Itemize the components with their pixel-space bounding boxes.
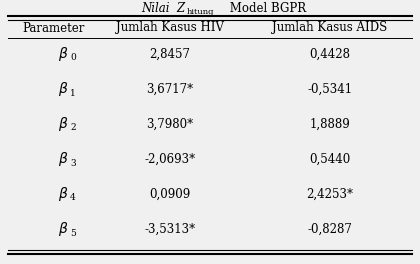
Text: 1: 1 (70, 88, 76, 97)
Text: 1,8889: 1,8889 (310, 117, 350, 130)
Text: 4: 4 (70, 194, 76, 202)
Text: 3,7980*: 3,7980* (147, 117, 194, 130)
Text: $\beta$: $\beta$ (58, 115, 68, 133)
Text: -0,8287: -0,8287 (307, 223, 352, 235)
Text: -2,0693*: -2,0693* (144, 153, 196, 166)
Text: -0,5341: -0,5341 (307, 82, 352, 96)
Text: 0,0909: 0,0909 (150, 187, 191, 200)
Text: $\beta$: $\beta$ (58, 45, 68, 63)
Text: $\beta$: $\beta$ (58, 150, 68, 168)
Text: 2,8457: 2,8457 (150, 48, 191, 60)
Text: Model BGPR: Model BGPR (226, 2, 306, 15)
Text: $\beta$: $\beta$ (58, 220, 68, 238)
Text: 0,5440: 0,5440 (310, 153, 351, 166)
Text: -3,5313*: -3,5313* (144, 223, 196, 235)
Text: 3: 3 (70, 158, 76, 167)
Text: 0: 0 (70, 54, 76, 63)
Text: Jumlah Kasus AIDS: Jumlah Kasus AIDS (273, 21, 388, 35)
Text: 3,6717*: 3,6717* (147, 82, 194, 96)
Text: hitung: hitung (187, 7, 215, 16)
Text: 2,4253*: 2,4253* (307, 187, 354, 200)
Text: Jumlah Kasus HIV: Jumlah Kasus HIV (116, 21, 224, 35)
Text: $\beta$: $\beta$ (58, 80, 68, 98)
Text: $\beta$: $\beta$ (58, 185, 68, 203)
Text: Parameter: Parameter (22, 21, 84, 35)
Text: 0,4428: 0,4428 (310, 48, 351, 60)
Text: 2: 2 (70, 124, 76, 133)
Text: 5: 5 (70, 229, 76, 238)
Text: Nilai  Z: Nilai Z (141, 2, 185, 15)
